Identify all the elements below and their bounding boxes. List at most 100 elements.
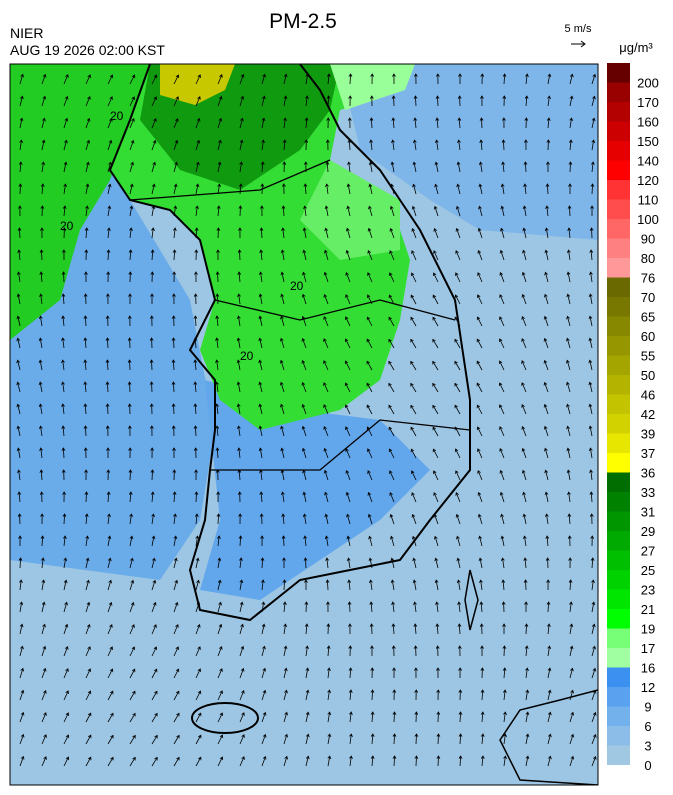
wind-arrow [281, 535, 286, 547]
colorbar-unit: μg/m³ [619, 40, 653, 55]
wind-arrow [85, 74, 91, 85]
wind-arrow [325, 161, 330, 173]
wind-arrow [39, 249, 44, 261]
wind-arrow [239, 95, 245, 107]
colorbar-label: 36 [641, 466, 655, 481]
wind-arrow [19, 623, 24, 635]
wind-arrow [83, 315, 88, 327]
wind-arrow [457, 95, 462, 107]
wind-arrow [521, 315, 527, 327]
wind-arrow [566, 293, 571, 305]
wind-arrow [16, 315, 21, 327]
wind-arrow [172, 271, 177, 283]
wind-arrow [344, 338, 351, 349]
wind-arrow [388, 360, 395, 371]
wind-arrow [566, 447, 571, 459]
wind-arrow [258, 425, 263, 437]
wind-arrow [85, 712, 92, 723]
colorbar-label: 170 [637, 95, 659, 110]
wind-arrow [546, 161, 550, 173]
wind-arrow [41, 161, 46, 173]
wind-arrow [282, 139, 287, 151]
wind-arrow [326, 601, 330, 613]
wind-arrow [260, 161, 265, 173]
wind-arrow [478, 183, 483, 195]
wind-arrow [546, 623, 551, 635]
wind-arrow [38, 315, 43, 327]
wind-arrow [458, 667, 462, 679]
wind-arrow [569, 117, 574, 129]
wind-arrow [85, 557, 90, 569]
wind-arrow [454, 426, 461, 437]
wind-arrow [501, 601, 506, 613]
wind-arrow [129, 557, 134, 569]
wind-arrow [85, 139, 91, 151]
wind-arrow [454, 360, 461, 371]
wind-arrow [456, 535, 461, 547]
wind-arrow [370, 73, 375, 85]
wind-arrow [499, 469, 505, 481]
wind-arrow [302, 271, 307, 283]
wind-arrow [589, 491, 594, 503]
wind-arrow [150, 249, 155, 261]
colorbar-box [607, 375, 630, 395]
wind-arrow [259, 513, 264, 525]
wind-arrow [366, 294, 373, 305]
wind-arrow [107, 690, 114, 701]
wind-arrow [217, 557, 222, 569]
wind-arrow [432, 426, 439, 437]
wind-arrow [525, 73, 529, 85]
wind-arrow [237, 249, 242, 261]
wind-arrow [195, 161, 200, 173]
wind-arrow [589, 513, 594, 525]
wind-arrow [367, 448, 373, 459]
wind-arrow [302, 249, 307, 261]
contour-label: 20 [110, 109, 124, 123]
wind-arrow [63, 139, 68, 151]
wind-arrow [389, 205, 395, 217]
wind-arrow [129, 624, 135, 635]
wind-arrow [283, 623, 288, 635]
wind-arrow [193, 315, 198, 327]
wind-arrow [171, 381, 176, 393]
wind-arrow [366, 316, 373, 327]
wind-arrow [283, 95, 288, 107]
wind-arrow [591, 73, 597, 85]
wind-arrow [370, 689, 375, 701]
wind-arrow [217, 95, 223, 107]
wind-arrow [127, 381, 132, 393]
wind-arrow [388, 338, 395, 349]
wind-arrow [193, 337, 198, 349]
wind-arrow [215, 381, 219, 393]
wind-arrow [281, 513, 286, 525]
wind-arrow [84, 227, 89, 239]
colorbar-label: 42 [641, 407, 655, 422]
wind-arrow [457, 623, 462, 635]
wind-arrow [261, 73, 266, 85]
wind-arrow [280, 293, 285, 305]
wind-arrow [238, 205, 243, 217]
colorbar-label: 31 [641, 505, 655, 520]
wind-arrow [194, 513, 199, 525]
wind-arrow [282, 161, 287, 173]
wind-arrow [502, 95, 507, 107]
wind-arrow [410, 426, 417, 437]
wind-arrow [502, 117, 506, 129]
wind-arrow [193, 447, 198, 459]
wind-arrow [433, 205, 439, 217]
wind-arrow [411, 492, 417, 503]
wind-arrow [151, 96, 157, 107]
wind-arrow [325, 139, 330, 151]
wind-arrow [567, 205, 572, 217]
wind-arrow [501, 579, 506, 591]
wind-arrow [151, 646, 158, 657]
wind-arrow [521, 293, 527, 305]
wind-arrow [525, 689, 530, 701]
wind-arrow [19, 95, 24, 107]
colorbar-box [607, 63, 630, 83]
wind-arrow [301, 447, 307, 459]
wind-arrow [588, 403, 593, 415]
colorbar-box [607, 336, 630, 356]
wind-arrow [83, 425, 88, 437]
